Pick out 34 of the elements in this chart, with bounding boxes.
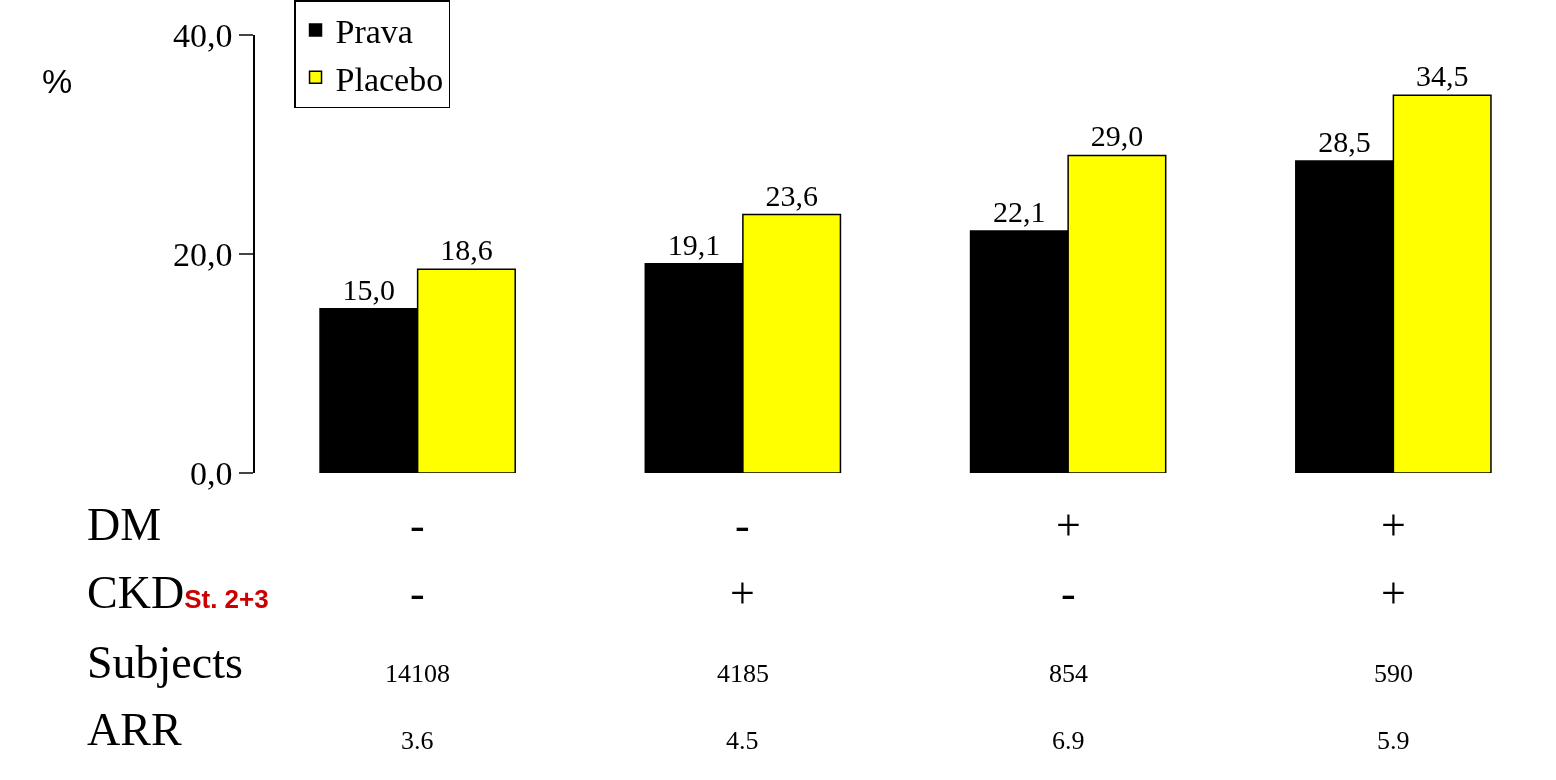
text: DM: [87, 499, 162, 550]
text: -: [735, 501, 750, 550]
data-label: 19,1: [667, 227, 721, 261]
data-label: 23,6: [765, 178, 818, 212]
text: +: [1056, 501, 1081, 550]
text: 4.5: [726, 726, 759, 755]
text: 3.6: [401, 726, 434, 755]
y-axis-title: %: [42, 62, 73, 100]
text: 854: [1049, 659, 1088, 688]
legend-label: Placebo: [335, 60, 444, 98]
text: 14108: [385, 659, 450, 688]
data-label: 18,6: [440, 233, 493, 267]
text: 6.9: [1052, 726, 1085, 755]
text: +: [730, 569, 755, 618]
text: +: [1381, 569, 1406, 618]
data-label: 22,1: [993, 195, 1046, 229]
data-label: 29,0: [1090, 119, 1144, 153]
y-tick-label: 0,0: [189, 454, 233, 492]
text: ARR: [87, 704, 182, 755]
data-label: 28,5: [1318, 124, 1371, 158]
text: 590: [1374, 659, 1413, 688]
text: -: [410, 569, 425, 618]
text: -: [410, 501, 425, 550]
text: -: [1061, 569, 1076, 618]
y-tick-label: 20,0: [172, 235, 233, 273]
legend-label: Prava: [335, 13, 413, 51]
data-label: 34,5: [1415, 59, 1469, 93]
text: 5.9: [1377, 726, 1410, 755]
text: CKDSt. 2+3: [87, 567, 269, 618]
text: 4185: [717, 659, 769, 688]
text: Subjects: [87, 637, 243, 688]
y-tick-label: 40,0: [172, 16, 233, 54]
text: +: [1381, 501, 1406, 550]
data-label: 15,0: [342, 272, 396, 306]
